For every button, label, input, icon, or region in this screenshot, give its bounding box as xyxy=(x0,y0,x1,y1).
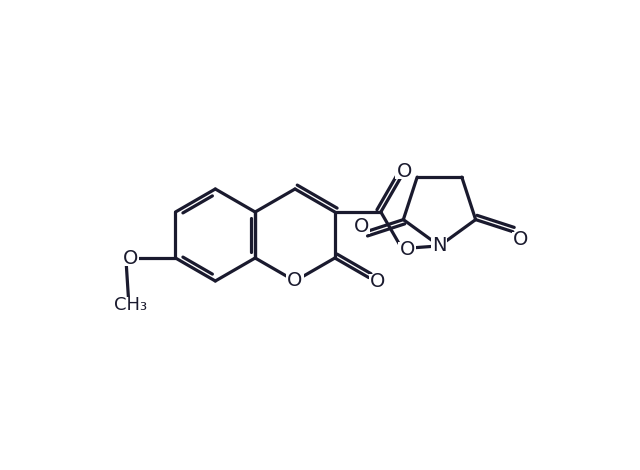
Bar xyxy=(398,243,417,258)
Text: O: O xyxy=(400,240,415,259)
Bar xyxy=(352,219,370,234)
Bar xyxy=(286,274,304,289)
Bar xyxy=(115,297,147,313)
Text: O: O xyxy=(123,249,138,267)
Text: O: O xyxy=(370,272,385,291)
Text: O: O xyxy=(287,272,303,290)
Text: O: O xyxy=(397,162,412,180)
Bar xyxy=(369,274,387,289)
Bar xyxy=(512,232,530,247)
Bar xyxy=(431,238,447,253)
Text: N: N xyxy=(432,236,447,255)
Text: O: O xyxy=(513,230,529,249)
Bar xyxy=(396,164,413,179)
Bar xyxy=(122,251,140,266)
Text: CH₃: CH₃ xyxy=(114,296,147,314)
Text: O: O xyxy=(353,217,369,236)
